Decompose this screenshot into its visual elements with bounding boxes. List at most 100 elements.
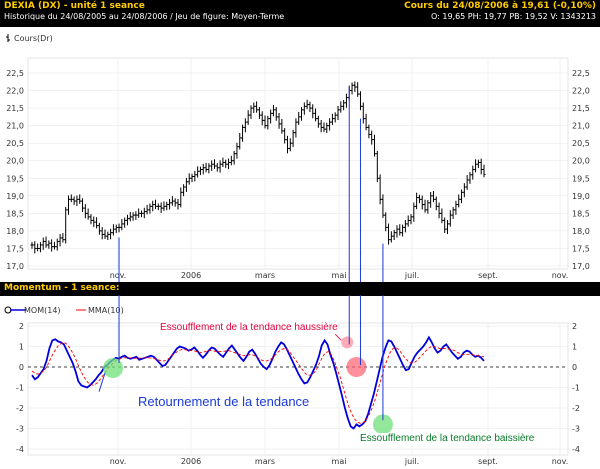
ohlc-bar — [437, 202, 441, 219]
ohlc-bar — [462, 183, 466, 198]
ohlc-bar — [114, 224, 118, 234]
ohlc-bar — [249, 105, 253, 119]
ohlc-stats: O: 19,65 PH: 19,77 PB: 19,52 V: 1343213 — [430, 12, 596, 21]
ohlc-bar — [145, 204, 149, 215]
ohlc-bar — [308, 101, 312, 112]
ohlc-bar — [190, 173, 194, 183]
ohlc-bar — [333, 112, 337, 123]
ohlc-bar — [50, 239, 54, 252]
ohlc-bar — [204, 162, 208, 173]
ohlc-bar — [294, 118, 298, 138]
ohlc-bar — [367, 124, 371, 139]
ohlc-bar — [358, 91, 362, 111]
ohlc-bar — [431, 190, 435, 203]
ohlc-bar — [142, 207, 146, 219]
bull-exhaustion-marker-2 — [346, 357, 367, 377]
ohlc-bar — [232, 150, 236, 165]
ohlc-bar — [198, 166, 202, 176]
momentum-tick-right: -1 — [572, 384, 580, 393]
ohlc-bar — [297, 111, 301, 125]
ohlc-bar — [89, 214, 93, 225]
ohlc-bar — [322, 122, 326, 132]
ohlc-bar — [274, 107, 278, 121]
momentum-tick-left: -1 — [16, 384, 24, 393]
ohlc-bar — [476, 159, 480, 169]
reversal-marker — [103, 358, 124, 378]
ohlc-bar — [479, 158, 483, 175]
ohlc-bar — [311, 104, 315, 119]
momentum-axis: -4 -4 -3 -3 -2 -2 -1 -1 0 0 1 1 2 2 — [16, 322, 580, 454]
ohlc-bar — [353, 81, 357, 92]
ohlc-bar — [128, 211, 132, 222]
ohlc-bar — [364, 113, 368, 131]
price-x-tick: nov. — [552, 271, 569, 280]
ohlc-bar — [64, 207, 68, 244]
ohlc-bar — [154, 199, 158, 210]
ohlc-bar — [159, 202, 163, 214]
momentum-tick-right: -4 — [572, 445, 580, 454]
ohlc-bar — [302, 102, 306, 115]
ohlc-bar — [212, 159, 216, 169]
price-tick-left: 22,5 — [6, 69, 24, 78]
legend-mma-label: MMA(10) — [88, 306, 124, 315]
ohlc-bar — [406, 215, 410, 227]
price-tick-right: 22,0 — [572, 87, 590, 96]
momentum-tick-left: 2 — [19, 322, 24, 331]
ohlc-bar — [243, 118, 247, 133]
ohlc-bar — [176, 198, 180, 210]
ohlc-bar — [361, 102, 365, 124]
ohlc-bar — [61, 233, 65, 243]
ohlc-bar — [95, 217, 99, 229]
ohlc-bar — [423, 199, 427, 213]
momentum-time-axis: nov. 2006 mars mai juil. sept. nov. — [110, 457, 569, 466]
ohlc-bar — [291, 129, 295, 148]
price-tick-left: 21,0 — [6, 122, 24, 131]
ohlc-bar — [33, 241, 37, 254]
price-tick-left: 19,0 — [6, 192, 24, 201]
ohlc-bar — [356, 82, 360, 97]
ohlc-bar — [182, 184, 186, 197]
ohlc-bar — [170, 196, 174, 206]
momentum-x-tick: juil. — [404, 457, 419, 466]
ohlc-bar — [482, 164, 486, 178]
ohlc-bar — [474, 159, 478, 173]
history-subtitle: Historique du 24/08/2005 au 24/08/2006 /… — [4, 12, 285, 21]
ohlc-bar — [47, 240, 51, 249]
ohlc-bar — [123, 217, 127, 228]
ohlc-bar — [420, 195, 424, 210]
ohlc-bar — [339, 101, 343, 113]
annotation-bear-exhaustion: Essoufflement de la tendance baissière — [360, 433, 535, 444]
ohlc-bar — [235, 142, 239, 159]
ohlc-bar — [134, 211, 138, 221]
ohlc-bar — [417, 194, 421, 204]
ohlc-bar — [319, 120, 323, 133]
ohlc-bar — [415, 192, 419, 210]
price-tick-right: 17,0 — [572, 262, 590, 271]
ohlc-bar — [409, 214, 413, 225]
ohlc-bar — [58, 234, 62, 247]
momentum-legend: MOM(14) MMA(10) — [4, 306, 124, 315]
momentum-tick-left: -4 — [16, 445, 24, 454]
ohlc-bar — [285, 135, 289, 154]
ohlc-bar — [109, 228, 113, 240]
ohlc-bar — [168, 198, 172, 210]
ohlc-bar — [81, 198, 85, 212]
price-x-tick: mars — [255, 271, 275, 280]
ohlc-bar — [38, 242, 42, 253]
ohlc-bar — [288, 138, 292, 152]
ohlc-bar — [92, 216, 96, 228]
momentum-x-tick: nov. — [552, 457, 569, 466]
price-tick-right: 19,0 — [572, 192, 590, 201]
ohlc-bar — [255, 101, 259, 113]
ohlc-bar — [336, 105, 340, 121]
ohlc-bar — [103, 229, 107, 239]
price-grid — [28, 58, 568, 269]
price-tick-left: 17,0 — [6, 262, 24, 271]
bear-exhaustion-marker — [372, 414, 393, 435]
price-legend-label: Cours(Dr) — [14, 34, 53, 43]
price-axis: 17,0 17,0 17,5 17,5 18,0 18,0 18,5 18,5 19,0 19,0… — [6, 69, 590, 271]
price-tick-right: 18,5 — [572, 209, 590, 218]
mma-series-line — [31, 341, 485, 424]
ohlc-bar — [184, 177, 188, 192]
